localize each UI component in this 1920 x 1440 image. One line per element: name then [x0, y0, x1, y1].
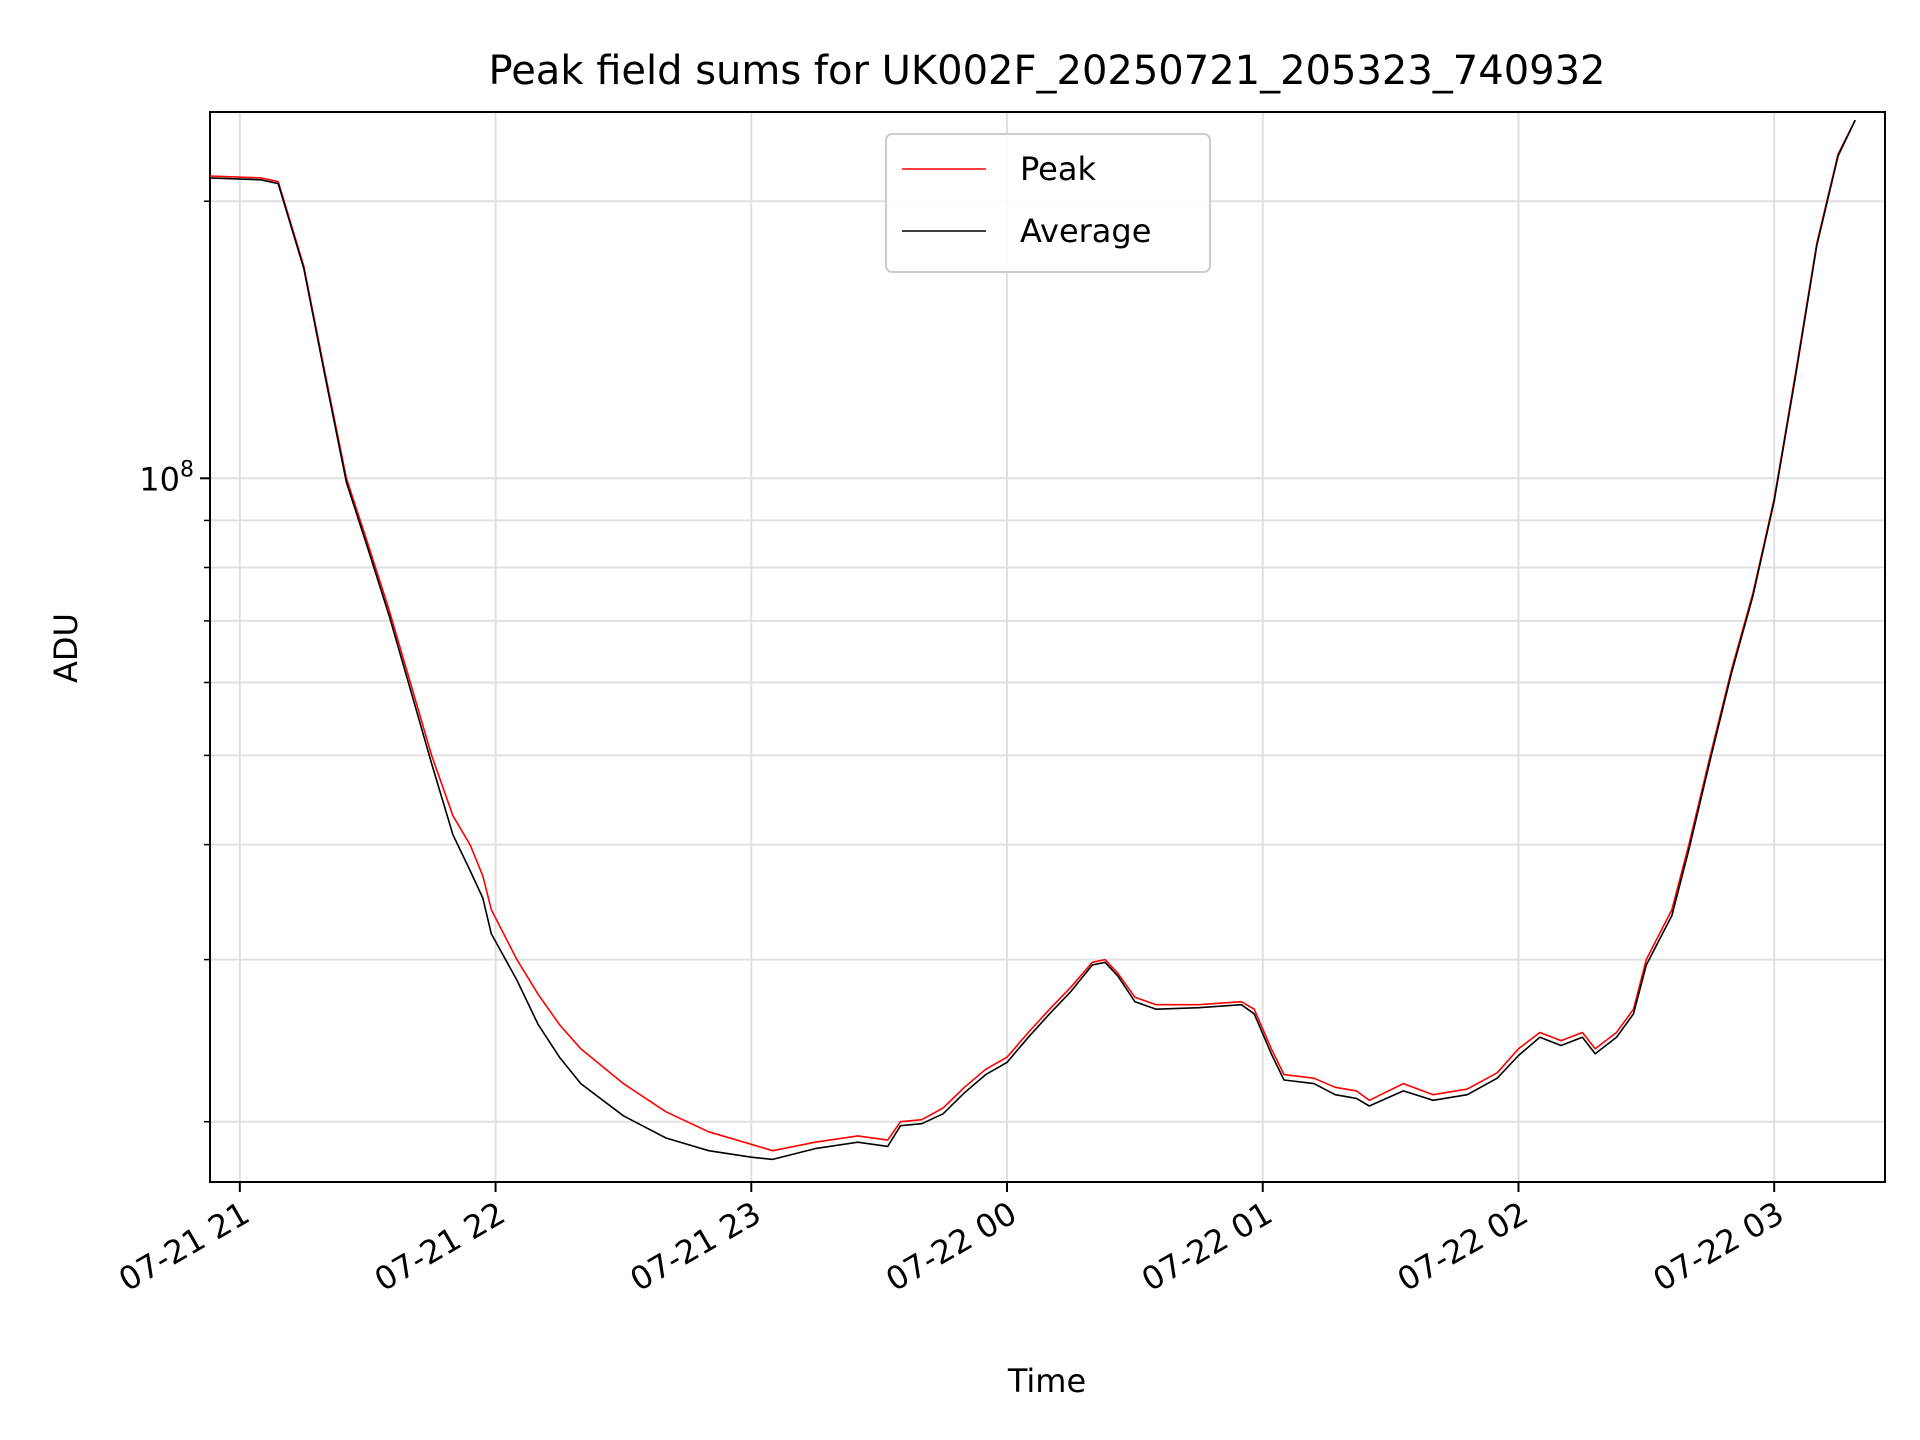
- y-tick-label: 108: [139, 457, 194, 498]
- x-axis-label: Time: [1007, 1362, 1086, 1400]
- plot-area: [209, 111, 1886, 1183]
- series-peak-line: [210, 119, 1856, 1152]
- chart-title: Peak field sums for UK002F_20250721_2053…: [489, 48, 1606, 94]
- series-average-line: [210, 119, 1856, 1161]
- grid: [210, 112, 1885, 1182]
- series-layer: [210, 119, 1856, 1161]
- legend-label-peak: Peak: [1020, 150, 1096, 188]
- y-axis: 108: [139, 200, 210, 1123]
- legend: Peak Average: [885, 133, 1211, 273]
- y-axis-label: ADU: [47, 613, 85, 683]
- legend-label-average: Average: [1020, 212, 1151, 250]
